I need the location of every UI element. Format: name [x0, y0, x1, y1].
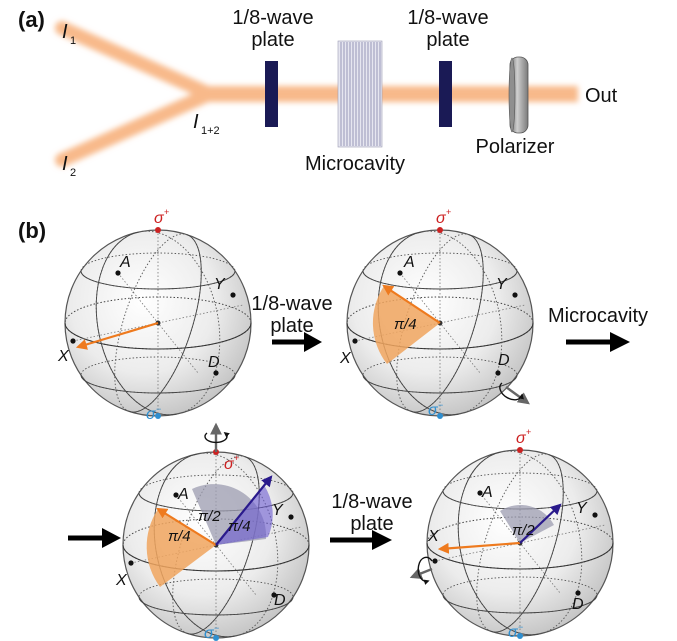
sphere-1: σ + σ − A Y X D: [57, 207, 252, 428]
step1-label-line2: plate: [270, 315, 313, 337]
rotation-arrow-icon: [499, 382, 530, 405]
panel-a-label: (a): [18, 7, 45, 32]
axis-a-label: A: [177, 486, 189, 503]
axis-y-label: Y: [576, 500, 588, 517]
step3-label-line1: 1/8-wave: [331, 491, 412, 513]
sigma-minus-label: σ: [204, 625, 215, 641]
axis-d-label: D: [572, 596, 584, 613]
step3-label-line2: plate: [350, 513, 393, 535]
out-label: Out: [585, 85, 618, 107]
sigma-plus-sup: +: [164, 207, 169, 217]
sigma-minus-sup: −: [518, 622, 523, 632]
axis-d-label: D: [274, 592, 286, 609]
sphere-3: π/4 π/2 π/4 σ + σ − A Y X D: [115, 422, 310, 641]
polarization-vector-orange: [75, 321, 159, 350]
sigma-plus-sup: +: [234, 453, 239, 463]
waveplate1-label-line2: plate: [251, 29, 294, 51]
angle-wedge-gray: [500, 504, 554, 543]
polarizer: [508, 56, 529, 134]
angle-pi4-label: π/4: [394, 316, 417, 333]
sigma-plus-sup: +: [446, 207, 451, 217]
axis-d-label: D: [208, 354, 220, 371]
sigma-plus-label: σ: [516, 430, 527, 447]
waveplate1-label-line1: 1/8-wave: [232, 7, 313, 29]
polarization-vector-orange: [382, 284, 441, 324]
axis-d-label: D: [498, 352, 510, 369]
polarization-vector-blue: [215, 475, 273, 546]
step2-label: Microcavity: [548, 305, 648, 327]
angle-wedge-orange: [146, 509, 216, 587]
waveplate-1: [265, 61, 278, 127]
polarization-vector-blue: [519, 503, 562, 544]
sigma-plus-label: σ: [154, 210, 165, 227]
angle-wedge-orange: [372, 286, 440, 364]
sphere-2: π/4 σ + σ − A Y X D: [339, 207, 534, 428]
polarizer-label: Polarizer: [476, 136, 555, 158]
axis-x-label: X: [57, 348, 70, 365]
angle-wedge-blue: [216, 485, 273, 545]
waveplate2-label-line1: 1/8-wave: [407, 7, 488, 29]
axis-y-label: Y: [272, 502, 284, 519]
sigma-minus-label: σ: [146, 406, 157, 423]
input2-subscript: 2: [70, 167, 76, 179]
polarization-vector-orange: [437, 541, 521, 554]
sigma-minus-sup: −: [156, 404, 161, 414]
angle-pi4-label-blue: π/4: [228, 518, 251, 535]
axis-a-label: A: [481, 484, 493, 501]
axis-a-label: A: [403, 254, 415, 271]
right-arrow-icon: [330, 530, 392, 550]
sigma-minus-sup: −: [438, 400, 443, 410]
sphere-4: π/2 σ + σ − A Y X D: [409, 427, 614, 641]
rotation-arrow-icon: [409, 556, 433, 585]
combined-label: I: [193, 111, 199, 133]
axis-y-label: Y: [214, 276, 226, 293]
sigma-plus-sup: +: [526, 427, 531, 437]
panel-a: (a) I 1 I 2 I 1+2 1/8-wave plate Microca…: [18, 7, 618, 179]
sigma-plus-label: σ: [436, 210, 447, 227]
waveplate-2: [439, 61, 452, 127]
axis-x-label: X: [427, 528, 440, 545]
microcavity-label: Microcavity: [305, 153, 405, 175]
input1-subscript: 1: [70, 35, 76, 47]
combined-subscript: 1+2: [201, 125, 220, 137]
sigma-minus-label: σ: [508, 624, 519, 641]
sigma-minus-sup: −: [214, 623, 219, 633]
angle-pi2-label: π/2: [512, 522, 535, 539]
sigma-minus-label: σ: [428, 402, 439, 419]
input1-label: I: [62, 21, 68, 43]
input2-label: I: [62, 153, 68, 175]
microcavity: [337, 40, 383, 148]
panel-b-label: (b): [18, 218, 46, 243]
step1-label-line1: 1/8-wave: [251, 293, 332, 315]
angle-pi4-label: π/4: [168, 528, 191, 545]
right-arrow-icon: [68, 528, 121, 548]
sigma-plus-label: σ: [224, 456, 235, 473]
axis-x-label: X: [339, 350, 352, 367]
rotation-arrow-icon: [205, 422, 227, 452]
waveplate2-label-line2: plate: [426, 29, 469, 51]
polarization-vector-orange: [156, 507, 217, 546]
right-arrow-icon: [566, 332, 630, 352]
right-arrow-icon: [272, 332, 322, 352]
axis-a-label: A: [119, 254, 131, 271]
axis-y-label: Y: [496, 276, 508, 293]
angle-pi2-label: π/2: [198, 508, 221, 525]
axis-x-label: X: [115, 572, 128, 589]
